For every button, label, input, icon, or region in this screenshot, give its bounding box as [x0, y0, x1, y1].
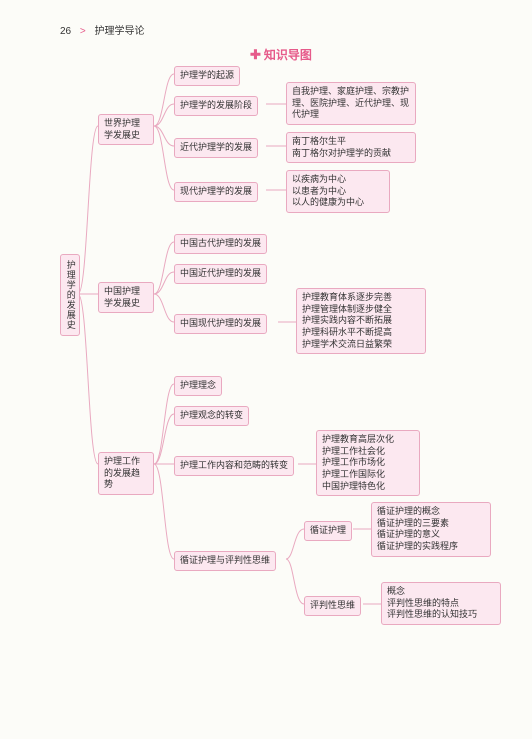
page-header: 26 > 护理学导论	[60, 22, 145, 37]
node-b2-1: 中国古代护理的发展	[174, 234, 267, 254]
node-b3-3-d: 护理教育高层次化 护理工作社会化 护理工作市场化 护理工作国际化 中国护理特色化	[316, 430, 420, 496]
node-b1-4: 现代护理学的发展	[174, 182, 258, 202]
node-b1-1: 护理学的起源	[174, 66, 240, 86]
node-b1-2-d: 自我护理、家庭护理、宗教护理、医院护理、近代护理、现代护理	[286, 82, 416, 125]
node-b3-4: 循证护理与评判性思维	[174, 551, 276, 571]
node-b3-4-2-d: 概念 评判性思维的特点 评判性思维的认知技巧	[381, 582, 501, 625]
node-b3-4-1: 循证护理	[304, 521, 352, 541]
node-b3-1: 护理理念	[174, 376, 222, 396]
node-b2: 中国护理学发展史	[98, 282, 154, 313]
node-b2-2: 中国近代护理的发展	[174, 264, 267, 284]
diagram-title: ✚知识导图	[250, 46, 312, 63]
page-number: 26	[60, 26, 71, 37]
node-b1: 世界护理学发展史	[98, 114, 154, 145]
node-b3-4-1-d: 循证护理的概念 循证护理的三要素 循证护理的意义 循证护理的实践程序	[371, 502, 491, 557]
plus-icon: ✚	[250, 47, 261, 62]
node-b1-4-d: 以疾病为中心 以患者为中心 以人的健康为中心	[286, 170, 390, 213]
root-node: 护理学的发展史	[60, 254, 80, 336]
mindmap-diagram: 护理学的发展史 世界护理学发展史 护理学的起源 护理学的发展阶段 自我护理、家庭…	[60, 64, 515, 689]
chevron-icon: >	[80, 26, 86, 37]
node-b3: 护理工作的发展趋势	[98, 452, 154, 495]
node-b1-3-d: 南丁格尔生平 南丁格尔对护理学的贡献	[286, 132, 416, 163]
node-b3-4-2: 评判性思维	[304, 596, 361, 616]
node-b3-3: 护理工作内容和范畴的转变	[174, 456, 294, 476]
breadcrumb: 护理学导论	[95, 26, 145, 37]
node-b1-2: 护理学的发展阶段	[174, 96, 258, 116]
node-b1-3: 近代护理学的发展	[174, 138, 258, 158]
node-b2-3: 中国现代护理的发展	[174, 314, 267, 334]
node-b2-3-d: 护理教育体系逐步完善 护理管理体制逐步健全 护理实践内容不断拓展 护理科研水平不…	[296, 288, 426, 354]
node-b3-2: 护理观念的转变	[174, 406, 249, 426]
